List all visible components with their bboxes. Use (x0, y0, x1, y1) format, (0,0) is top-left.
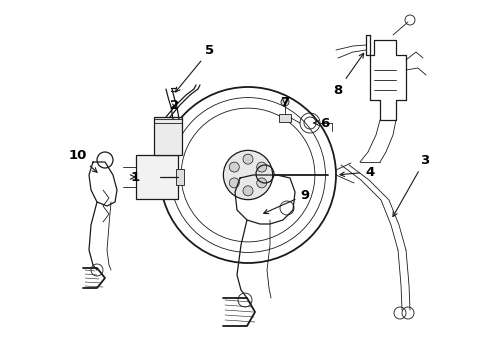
Text: 4: 4 (339, 166, 374, 179)
Bar (154, 117, 182, 155)
Bar (176, 169, 183, 185)
Circle shape (243, 186, 252, 196)
Text: 8: 8 (333, 53, 363, 96)
Circle shape (229, 162, 239, 172)
Circle shape (223, 150, 272, 200)
Circle shape (243, 154, 252, 164)
Text: 5: 5 (175, 44, 214, 92)
Circle shape (229, 178, 239, 188)
Circle shape (281, 98, 288, 106)
Text: 7: 7 (280, 95, 289, 108)
Circle shape (256, 162, 266, 172)
Bar (279, 114, 290, 122)
Text: 3: 3 (392, 153, 429, 216)
Text: 2: 2 (170, 99, 179, 112)
Text: 6: 6 (313, 117, 329, 130)
Text: 10: 10 (69, 149, 97, 172)
Text: 1: 1 (130, 171, 139, 184)
Bar (136, 155, 178, 199)
Text: 9: 9 (263, 189, 309, 213)
Circle shape (256, 178, 266, 188)
